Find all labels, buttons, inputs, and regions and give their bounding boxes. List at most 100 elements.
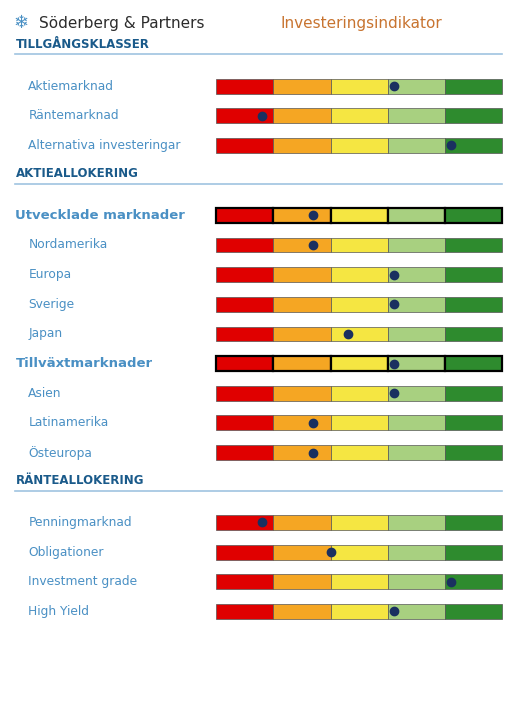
Bar — [388, 237, 445, 253]
Bar — [273, 108, 331, 123]
Text: Utvecklade marknader: Utvecklade marknader — [15, 209, 185, 222]
Bar — [216, 327, 273, 342]
Text: Östeuropa: Östeuropa — [28, 445, 92, 460]
Bar — [273, 327, 331, 342]
Bar — [331, 327, 388, 342]
Bar — [273, 545, 331, 560]
Bar — [445, 138, 502, 153]
Text: Asien: Asien — [28, 387, 62, 400]
Text: Alternativa investeringar: Alternativa investeringar — [28, 139, 181, 152]
Bar — [273, 357, 331, 371]
Text: Latinamerika: Latinamerika — [28, 417, 109, 429]
Bar — [216, 545, 273, 560]
Bar — [331, 268, 388, 282]
Bar — [445, 268, 502, 282]
Bar — [273, 386, 331, 401]
Bar — [388, 108, 445, 123]
Bar — [273, 237, 331, 253]
Bar — [445, 416, 502, 431]
Bar — [388, 357, 445, 371]
Bar — [331, 237, 388, 253]
Bar — [273, 297, 331, 312]
Bar — [388, 297, 445, 312]
Bar — [388, 327, 445, 342]
Bar — [388, 416, 445, 431]
Text: Nordamerika: Nordamerika — [28, 239, 108, 251]
Bar — [273, 416, 331, 431]
Bar — [388, 604, 445, 619]
Bar — [273, 604, 331, 619]
Bar — [388, 386, 445, 401]
Bar — [388, 515, 445, 530]
Bar — [216, 237, 273, 253]
Bar — [273, 78, 331, 93]
Bar — [331, 545, 388, 560]
Bar — [216, 268, 273, 282]
Text: Investment grade: Investment grade — [28, 575, 138, 588]
Bar — [331, 208, 388, 223]
Bar — [445, 445, 502, 460]
Text: TILLGÅNGSKLASSER: TILLGÅNGSKLASSER — [15, 38, 149, 51]
Bar — [445, 237, 502, 253]
Bar — [216, 386, 273, 401]
Bar — [216, 108, 273, 123]
Bar — [216, 297, 273, 312]
Bar — [445, 386, 502, 401]
Bar — [216, 357, 273, 371]
Text: Penningmarknad: Penningmarknad — [28, 516, 132, 529]
Bar — [273, 138, 331, 153]
Bar — [273, 208, 331, 223]
Bar — [216, 575, 273, 590]
Text: High Yield: High Yield — [28, 605, 89, 618]
Bar — [331, 515, 388, 530]
Text: Japan: Japan — [28, 328, 62, 340]
Bar — [273, 445, 331, 460]
Bar — [445, 297, 502, 312]
Bar — [388, 545, 445, 560]
Bar — [331, 445, 388, 460]
Bar — [445, 78, 502, 93]
Bar — [388, 445, 445, 460]
Text: Investeringsindikator: Investeringsindikator — [281, 16, 442, 31]
Bar — [331, 108, 388, 123]
Bar — [445, 604, 502, 619]
Text: ❄: ❄ — [13, 14, 28, 32]
Text: RÄNTEALLOKERING: RÄNTEALLOKERING — [15, 474, 144, 487]
Bar — [216, 78, 273, 93]
Text: AKTIEALLOKERING: AKTIEALLOKERING — [15, 167, 139, 180]
Bar — [445, 575, 502, 590]
Bar — [388, 208, 445, 223]
Text: Aktiemarknad: Aktiemarknad — [28, 80, 114, 92]
Bar — [331, 575, 388, 590]
Bar — [216, 445, 273, 460]
Bar — [445, 208, 502, 223]
Bar — [216, 604, 273, 619]
Bar — [388, 575, 445, 590]
Bar — [331, 604, 388, 619]
Text: Söderberg & Partners: Söderberg & Partners — [39, 16, 204, 31]
Bar — [273, 268, 331, 282]
Bar — [388, 268, 445, 282]
Bar — [331, 357, 388, 371]
Text: Sverige: Sverige — [28, 298, 75, 311]
Bar — [216, 138, 273, 153]
Bar — [331, 138, 388, 153]
Bar — [445, 545, 502, 560]
Bar — [388, 78, 445, 93]
Bar — [445, 357, 502, 371]
Bar — [331, 416, 388, 431]
Bar — [388, 138, 445, 153]
Text: Obligationer: Obligationer — [28, 546, 104, 558]
Bar — [216, 416, 273, 431]
Bar — [273, 575, 331, 590]
Text: Europa: Europa — [28, 268, 72, 281]
Bar — [445, 515, 502, 530]
Bar — [331, 297, 388, 312]
Bar — [445, 108, 502, 123]
Bar — [216, 515, 273, 530]
Bar — [331, 386, 388, 401]
Bar — [216, 208, 273, 223]
Bar — [331, 78, 388, 93]
Bar — [273, 515, 331, 530]
Text: Räntemarknad: Räntemarknad — [28, 109, 119, 122]
